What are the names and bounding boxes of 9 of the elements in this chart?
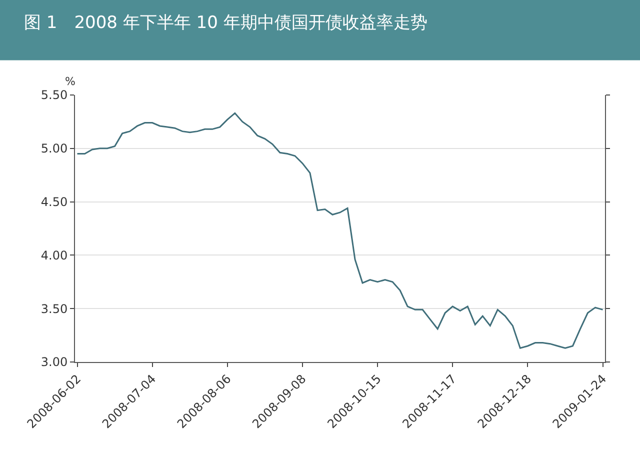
y-tick-label: 3.00	[40, 355, 68, 370]
y-tick-label: 5.50	[40, 88, 68, 102]
chart-title: 图 1 2008 年下半年 10 年期中债国开债收益率走势	[24, 13, 428, 33]
y-tick-label: 4.50	[40, 195, 68, 209]
line-series	[76, 112, 604, 349]
y-tick-label: 4.00	[40, 248, 68, 262]
y-tick-label: 3.50	[40, 302, 68, 316]
y-tick-label: 5.00	[40, 142, 68, 156]
y-axis-title: %	[65, 75, 76, 88]
